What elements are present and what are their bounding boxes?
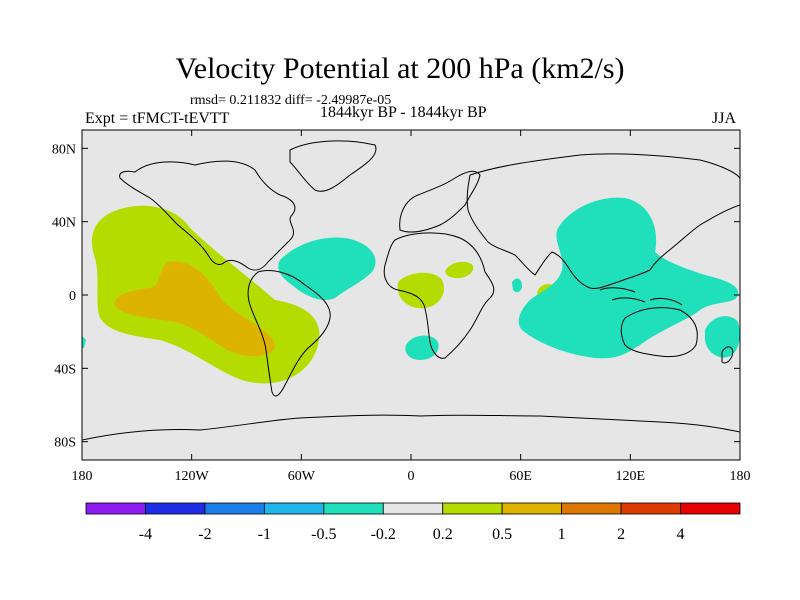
colorbar-swatch [680,502,741,515]
lon-tick-label: 0 [408,469,415,484]
coastline-new-zealand [721,346,734,364]
lat-tick-label: 0 [69,289,76,304]
coastline-africa [383,232,495,359]
experiment-label: Expt = tFMCT-tEVTT [85,110,230,127]
coastline-europe [399,170,481,233]
lon-tick-label: 180 [730,469,751,484]
coastline-north-america [119,160,296,271]
lon-tick-label: 120W [175,469,210,484]
positive-core-pacific [114,261,276,357]
coastline-asia [466,153,740,289]
lat-tick-label: 80S [54,436,76,451]
colorbar-swatch [620,502,681,515]
colorbar-swatch [263,502,325,515]
positive-region-arabia [445,261,474,279]
colorbar-swatch [501,502,563,515]
colorbar-swatch [204,502,265,515]
colorbar-label: 4 [677,526,685,543]
coastline-greenland [289,140,377,192]
colorbar-label: 0.5 [492,526,512,543]
lon-axis: 180 120W 60W 0 60E 120E 180 [72,130,751,484]
lon-tick-label: 180 [72,469,93,484]
coastline-antarctica [82,414,740,441]
chart-title: Velocity Potential at 200 hPa (km2/s) [175,52,625,85]
colorbar-label: 0.2 [433,526,453,543]
negative-region-atlantic [278,237,376,301]
lat-tick-label: 40S [54,362,76,377]
coastlines [82,140,740,441]
lat-tick-label: 80N [52,142,76,157]
colorbar-label: -0.5 [311,526,336,543]
colorbar-swatch [85,502,146,515]
colorbar-swatch [145,502,206,515]
colorbar-label: -0.2 [371,526,396,543]
coastline-maritime [599,287,683,306]
colorbar-label: 1 [558,526,566,543]
lon-tick-label: 120E [616,469,646,484]
coastline-south-america [247,270,331,397]
lat-tick-label: 40N [52,216,76,231]
season-label: JJA [712,110,737,127]
colorbar-swatch [442,502,503,515]
lon-tick-label: 60W [288,469,316,484]
colorbar-label: -2 [198,526,211,543]
negative-region-indian-west [512,278,522,293]
positive-region-africa [397,272,445,309]
lon-tick-label: 60E [509,469,532,484]
colorbar: -4 -2 -1 -0.5 -0.2 0.2 0.5 1 2 4 [85,502,741,543]
colorbar-swatch [561,502,622,515]
lat-axis: 80N 40N 0 40S 80S [52,142,740,451]
colorbar-swatch [382,502,444,515]
coastline-australia [620,307,698,358]
period-label: 1844kyr BP - 1844kyr BP [320,104,487,121]
negative-region-edge [82,336,86,348]
colorbar-label: -4 [139,526,152,543]
colorbar-label: 2 [617,526,625,543]
colorbar-swatch [323,502,384,515]
stats-text: rmsd= 0.211832 diff= -2.49987e-05 [190,93,392,108]
colorbar-label: -1 [258,526,271,543]
